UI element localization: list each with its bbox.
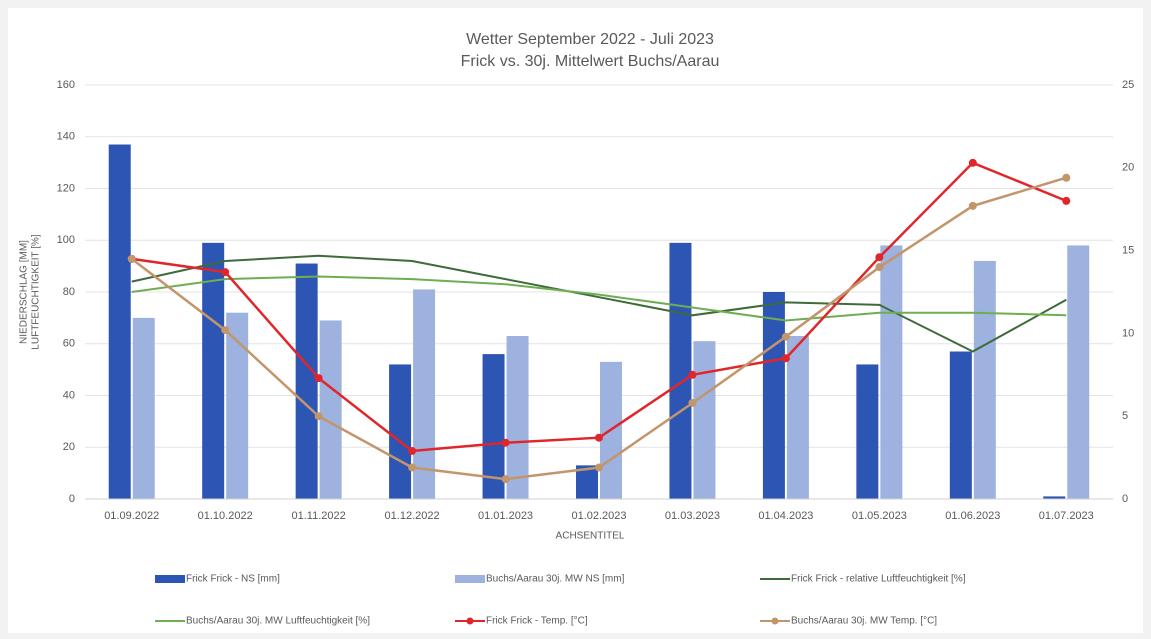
marker — [781, 354, 790, 363]
bar — [482, 354, 505, 499]
bar — [295, 263, 318, 499]
marker — [408, 463, 417, 472]
bar — [693, 341, 716, 499]
marker — [688, 398, 697, 407]
y-tick-label: 140 — [57, 131, 75, 143]
bar — [856, 364, 879, 499]
y-tick-label: 0 — [69, 493, 75, 505]
bar — [389, 364, 412, 499]
y2-tick-label: 20 — [1122, 162, 1134, 174]
y-tick-label: 100 — [57, 234, 75, 246]
bar — [576, 465, 598, 499]
y2-tick-label: 15 — [1122, 245, 1134, 257]
legend-marker — [466, 617, 474, 625]
legend-label: Frick Frick - NS [mm] — [186, 574, 280, 585]
x-tick-label: 01.05.2023 — [852, 510, 907, 522]
legend-label: Buchs/Aarau 30j. MW NS [mm] — [486, 574, 625, 585]
x-tick-label: 01.02.2023 — [571, 510, 626, 522]
y2-tick-label: 0 — [1122, 493, 1128, 505]
line — [131, 254, 1067, 353]
y2-tick-label: 5 — [1122, 410, 1128, 422]
y-tick-label: 20 — [63, 441, 75, 453]
marker — [1062, 173, 1071, 182]
bar — [762, 292, 785, 499]
chart-title: Wetter September 2022 - Juli 2023 — [466, 31, 714, 48]
bar — [319, 320, 342, 499]
legend-label: Frick Frick - relative Luftfeuchtigkeit … — [791, 574, 966, 585]
y2-tick-label: 25 — [1122, 79, 1134, 91]
bar — [1043, 496, 1066, 499]
marker — [688, 370, 697, 379]
x-tick-label: 01.07.2023 — [1039, 510, 1094, 522]
x-tick-label: 01.11.2022 — [292, 510, 346, 522]
bar — [1067, 245, 1090, 499]
x-tick-label: 01.12.2022 — [385, 510, 440, 522]
y-tick-label: 120 — [57, 182, 75, 194]
x-tick-label: 01.10.2022 — [198, 510, 253, 522]
x-axis-title: ACHSENTITEL — [556, 531, 625, 542]
marker — [314, 412, 323, 421]
legend-label: Frick Frick - Temp. [°C] — [486, 616, 588, 627]
legend-swatch — [155, 575, 185, 583]
marker — [221, 268, 230, 277]
marker — [1062, 196, 1071, 205]
chart-subtitle: Frick vs. 30j. Mittelwert Buchs/Aarau — [461, 53, 720, 70]
legend-swatch — [455, 575, 485, 583]
bar — [132, 317, 155, 499]
x-tick-label: 01.09.2022 — [104, 510, 159, 522]
bar — [413, 289, 436, 499]
y-tick-label: 60 — [63, 338, 75, 350]
bar — [202, 242, 225, 499]
marker — [781, 332, 790, 341]
x-tick-label: 01.06.2023 — [945, 510, 1000, 522]
line — [131, 275, 1067, 322]
marker — [968, 201, 977, 210]
bar — [669, 242, 692, 499]
bar — [973, 260, 996, 499]
y-label: NIEDERSCHLAG [MM] — [19, 240, 30, 344]
bar — [949, 351, 972, 499]
marker — [875, 263, 884, 272]
bar — [786, 335, 809, 499]
chart-area — [8, 8, 1143, 633]
legend-label: Buchs/Aarau 30j. MW Temp. [°C] — [791, 616, 937, 627]
legend-marker — [771, 617, 779, 625]
y-tick-label: 80 — [63, 286, 75, 298]
marker — [408, 446, 417, 455]
x-tick-label: 01.03.2023 — [665, 510, 720, 522]
marker — [221, 326, 230, 335]
y-tick-label: 160 — [57, 79, 75, 91]
marker — [501, 475, 510, 484]
marker — [595, 463, 603, 472]
marker — [314, 374, 323, 383]
x-tick-label: 01.01.2023 — [478, 510, 533, 522]
bar — [108, 144, 131, 499]
marker — [968, 158, 977, 167]
x-tick-label: 01.04.2023 — [758, 510, 813, 522]
legend-label: Buchs/Aarau 30j. MW Luftfeuchtigkeit [%] — [186, 616, 370, 627]
bar — [226, 312, 249, 499]
marker — [595, 433, 603, 442]
marker — [501, 438, 510, 447]
marker — [875, 253, 884, 262]
marker — [127, 254, 136, 263]
y2-tick-label: 10 — [1122, 327, 1134, 339]
y-label: LUFTFEUCHTIGKEIT [%] — [31, 234, 42, 350]
bar — [880, 245, 903, 499]
bar — [506, 335, 529, 499]
y-axis-title: NIEDERSCHLAG [MM] LUFTFEUCHTIGKEIT [%] — [19, 234, 42, 350]
y-tick-label: 40 — [63, 389, 75, 401]
